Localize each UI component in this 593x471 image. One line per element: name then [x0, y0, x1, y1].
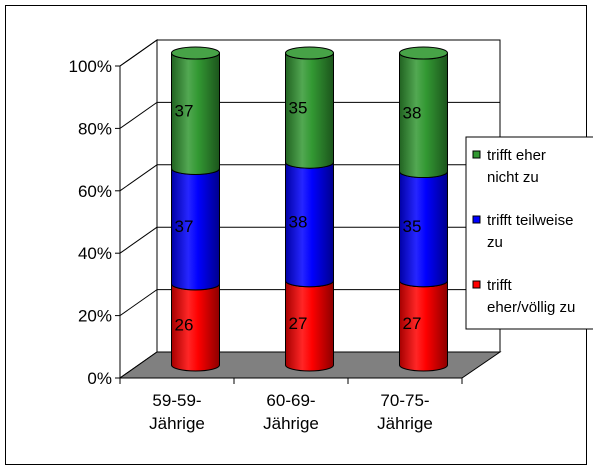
y-tick-label: 20%	[78, 307, 112, 326]
legend-label: trifft eher/völlig zu	[487, 277, 575, 316]
legend-swatch	[472, 215, 481, 224]
x-tick-label: 59-59-Jährige	[149, 391, 205, 433]
y-tick-label: 80%	[78, 119, 112, 138]
gridline-side	[119, 289, 158, 317]
data-label: 35	[289, 99, 308, 118]
x-tick-label: 70-75-Jährige	[377, 391, 433, 433]
data-label: 37	[175, 217, 194, 236]
gridline-side	[119, 164, 158, 192]
y-tick-label: 60%	[78, 182, 112, 201]
gridline-side	[119, 101, 158, 129]
legend-swatch	[472, 150, 481, 159]
gridline-side	[119, 226, 158, 254]
data-label: 38	[403, 103, 422, 122]
y-tick-label: 100%	[69, 57, 112, 76]
data-label: 26	[175, 315, 194, 334]
legend-label: trifft eher nicht zu	[487, 147, 546, 186]
data-label: 37	[175, 102, 194, 121]
bar-top-cap	[171, 46, 220, 60]
data-label: 27	[289, 314, 308, 333]
data-label: 27	[403, 314, 422, 333]
bar-top-cap	[399, 46, 448, 60]
data-label: 35	[403, 217, 422, 236]
legend: trifft eher nicht zu trifft teilweise zu tri…	[465, 136, 593, 330]
x-tick-label: 60-69-Jährige	[263, 391, 319, 433]
bar-top-cap	[285, 46, 334, 60]
gridline-side	[119, 39, 158, 67]
data-label: 38	[289, 212, 308, 231]
legend-box	[465, 136, 593, 330]
side-wall	[119, 39, 158, 379]
y-tick-label: 40%	[78, 244, 112, 263]
y-tick-label: 0%	[87, 369, 112, 388]
legend-label: trifft teilweise zu	[487, 212, 573, 251]
legend-swatch	[472, 280, 481, 289]
